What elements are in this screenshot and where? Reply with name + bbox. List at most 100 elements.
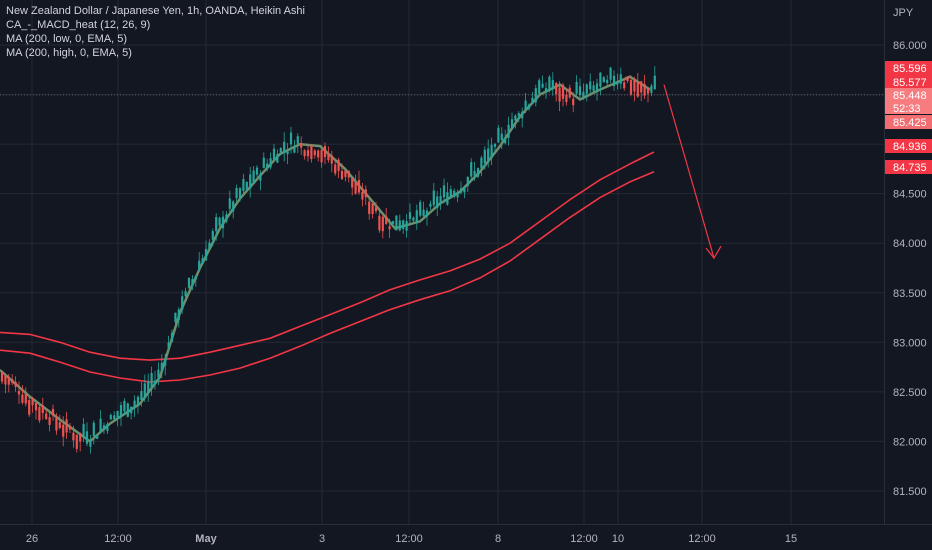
- price-badge: [885, 101, 932, 114]
- candle-body: [7, 376, 10, 385]
- candle-body: [41, 405, 44, 414]
- x-tick-label: 12:00: [395, 533, 423, 545]
- price-badge: [885, 61, 932, 75]
- x-tick-label: 26: [26, 533, 38, 545]
- candle-body: [187, 278, 191, 288]
- candle-body: [48, 417, 51, 425]
- candle-body: [334, 164, 337, 174]
- candle-body: [612, 75, 616, 87]
- candle-body: [300, 143, 303, 148]
- candle-body: [289, 132, 293, 145]
- candle-body: [592, 85, 595, 92]
- candle-body: [218, 217, 221, 226]
- candle-body: [38, 407, 41, 421]
- candle-body: [561, 84, 565, 99]
- candle-body: [374, 207, 378, 212]
- candle-body: [429, 203, 432, 207]
- candle-body: [225, 214, 228, 222]
- candle-body: [578, 86, 582, 96]
- candle-body: [619, 74, 622, 84]
- candle-body: [72, 432, 75, 441]
- candle-body: [544, 88, 548, 93]
- candle-body: [510, 119, 514, 129]
- candle-body: [58, 422, 61, 429]
- candle-body: [640, 81, 643, 93]
- candle-body: [351, 178, 354, 188]
- x-tick-label: 10: [612, 533, 624, 545]
- y-tick-label: 83.000: [893, 337, 927, 349]
- legend-indicator-macd[interactable]: CA_-_MACD_heat (12, 26, 9): [6, 19, 151, 31]
- candle-body: [419, 202, 422, 216]
- price-badge-label: 85.596: [893, 63, 927, 75]
- candle-body: [476, 168, 480, 177]
- candle-body: [99, 418, 102, 432]
- candle-body: [490, 144, 493, 159]
- candle-body: [201, 258, 204, 264]
- legend-indicator-ma-high[interactable]: MA (200, high, 0, EMA, 5): [6, 47, 132, 59]
- candle-body: [534, 88, 537, 103]
- candle-body: [306, 150, 310, 157]
- candle-body: [381, 216, 384, 232]
- candle-body: [194, 276, 197, 280]
- candle-body: [303, 150, 306, 157]
- price-badge: [885, 75, 932, 88]
- candle-body: [422, 209, 425, 217]
- candle-body: [31, 398, 34, 406]
- candle-body: [259, 173, 262, 181]
- candle-body: [102, 425, 106, 429]
- candle-body: [51, 408, 55, 416]
- candle-body: [572, 98, 575, 106]
- candle-body: [310, 144, 313, 160]
- candle-body: [408, 212, 412, 219]
- candle-body: [354, 182, 357, 194]
- candle-body: [575, 82, 578, 94]
- candle-body: [357, 179, 361, 193]
- annotation-arrow[interactable]: [663, 84, 722, 260]
- candle-body: [320, 149, 323, 163]
- time-axis[interactable]: 26 12:00 May 3 12:00 8 12:00 10 12:00 15: [26, 533, 797, 545]
- candle-body: [606, 79, 609, 84]
- candle-body: [548, 76, 551, 91]
- y-tick-label: 86.000: [893, 40, 927, 52]
- y-tick-label: 83.500: [893, 288, 927, 300]
- candle-body: [150, 372, 153, 388]
- y-tick-label: 84.000: [893, 238, 927, 250]
- candle-body: [82, 423, 85, 438]
- candle-body: [425, 210, 429, 217]
- candle-body: [470, 162, 473, 177]
- candle-body: [235, 187, 238, 199]
- candle-body: [34, 403, 38, 411]
- candle-body: [286, 151, 289, 155]
- candle-body: [293, 145, 296, 153]
- candle-body: [113, 415, 116, 420]
- candle-body: [524, 100, 527, 110]
- candle-body: [317, 150, 320, 158]
- candle-body: [153, 380, 157, 385]
- candle-body: [541, 83, 544, 88]
- candle-body: [136, 396, 140, 405]
- candle-body: [483, 149, 486, 164]
- candle-body: [585, 84, 588, 94]
- candle-body: [361, 191, 364, 200]
- candle-body: [463, 187, 466, 193]
- candle-body: [629, 80, 633, 95]
- candle-body: [184, 291, 187, 297]
- x-tick-label: May: [195, 533, 217, 545]
- candle-body: [92, 422, 95, 437]
- candle-body: [442, 185, 446, 198]
- candle-body: [616, 81, 619, 85]
- candle-body: [609, 67, 612, 80]
- legend-title[interactable]: New Zealand Dollar / Japanese Yen, 1h, O…: [6, 5, 305, 17]
- legend-indicator-ma-low[interactable]: MA (200, low, 0, EMA, 5): [6, 33, 128, 45]
- candle-body: [279, 148, 282, 153]
- candle-body: [106, 423, 109, 432]
- candle-body: [646, 88, 650, 94]
- candle-body: [242, 179, 245, 191]
- candle-body: [55, 417, 58, 431]
- candle-body: [531, 97, 534, 105]
- candle-body: [204, 248, 208, 261]
- candle-body: [565, 95, 568, 103]
- candle-body: [517, 113, 520, 117]
